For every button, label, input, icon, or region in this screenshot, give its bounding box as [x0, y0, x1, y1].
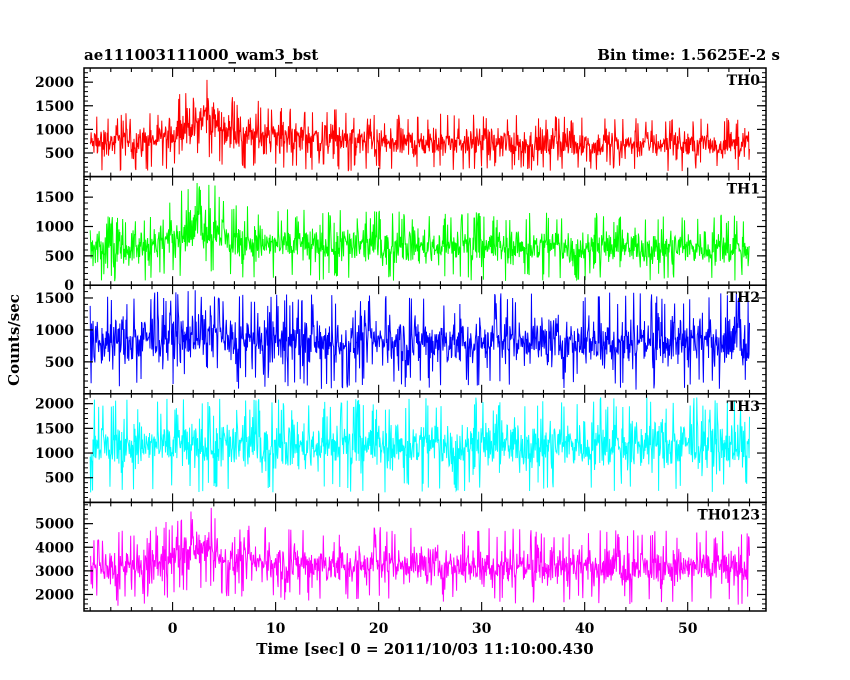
- panel-label: TH3: [727, 399, 760, 415]
- series-th0123: [89, 507, 751, 606]
- y-tick-label: 1000: [35, 219, 74, 235]
- y-tick-label: 1000: [35, 323, 74, 339]
- y-tick-label: 3000: [35, 564, 74, 580]
- series-th0: [89, 79, 751, 172]
- y-tick-label: 2000: [35, 587, 74, 603]
- series-th2: [89, 290, 751, 390]
- y-tick-label: 500: [45, 249, 74, 265]
- panel-th0: 500 1000 1500 2000 TH0: [35, 67, 767, 178]
- x-tick-label: 10: [266, 621, 286, 637]
- title-left: ae111003111000_wam3_bst: [84, 46, 318, 64]
- panel-label: TH2: [727, 290, 760, 306]
- y-tick-label: 0: [64, 278, 74, 294]
- y-tick-label: 4000: [35, 540, 74, 556]
- x-tick-label: 20: [369, 621, 389, 637]
- x-axis-label: Time [sec] 0 = 2011/10/03 11:10:00.430: [256, 640, 593, 658]
- y-tick-label: 500: [45, 471, 74, 487]
- panel-label: TH1: [727, 182, 760, 198]
- y-tick-label: 500: [45, 355, 74, 371]
- x-tick-label: 40: [575, 621, 595, 637]
- x-tick-label: 30: [472, 621, 492, 637]
- panel-th2: 500 1000 1500 TH2: [35, 284, 767, 395]
- series-th1: [89, 183, 750, 282]
- y-tick-label: 1000: [35, 122, 74, 138]
- y-tick-label: 5000: [35, 517, 74, 533]
- panel-label: TH0123: [697, 507, 760, 523]
- x-tick-label: 0: [168, 621, 178, 637]
- panel-th1: 0 500 1000 1500 TH1: [35, 175, 767, 294]
- y-tick-label: 1000: [35, 446, 74, 462]
- y-tick-label: 500: [45, 146, 74, 162]
- y-tick-label: 2000: [35, 75, 74, 91]
- series-th3: [89, 397, 751, 493]
- panel-th0123: 2000 3000 4000 5000 TH0123: [35, 501, 767, 612]
- y-tick-label: 1500: [35, 291, 74, 307]
- y-tick-label: 1500: [35, 421, 74, 437]
- y-tick-label: 2000: [35, 397, 74, 413]
- panel-th3: 500 1000 1500 2000 TH3: [35, 393, 767, 504]
- y-axis-label: Counts/sec: [5, 294, 23, 386]
- y-tick-label: 1500: [35, 99, 74, 115]
- title-right: Bin time: 1.5625E-2 s: [597, 46, 780, 64]
- panel-label: TH0: [727, 73, 761, 89]
- y-tick-label: 1500: [35, 190, 74, 206]
- x-tick-label: 50: [678, 621, 698, 637]
